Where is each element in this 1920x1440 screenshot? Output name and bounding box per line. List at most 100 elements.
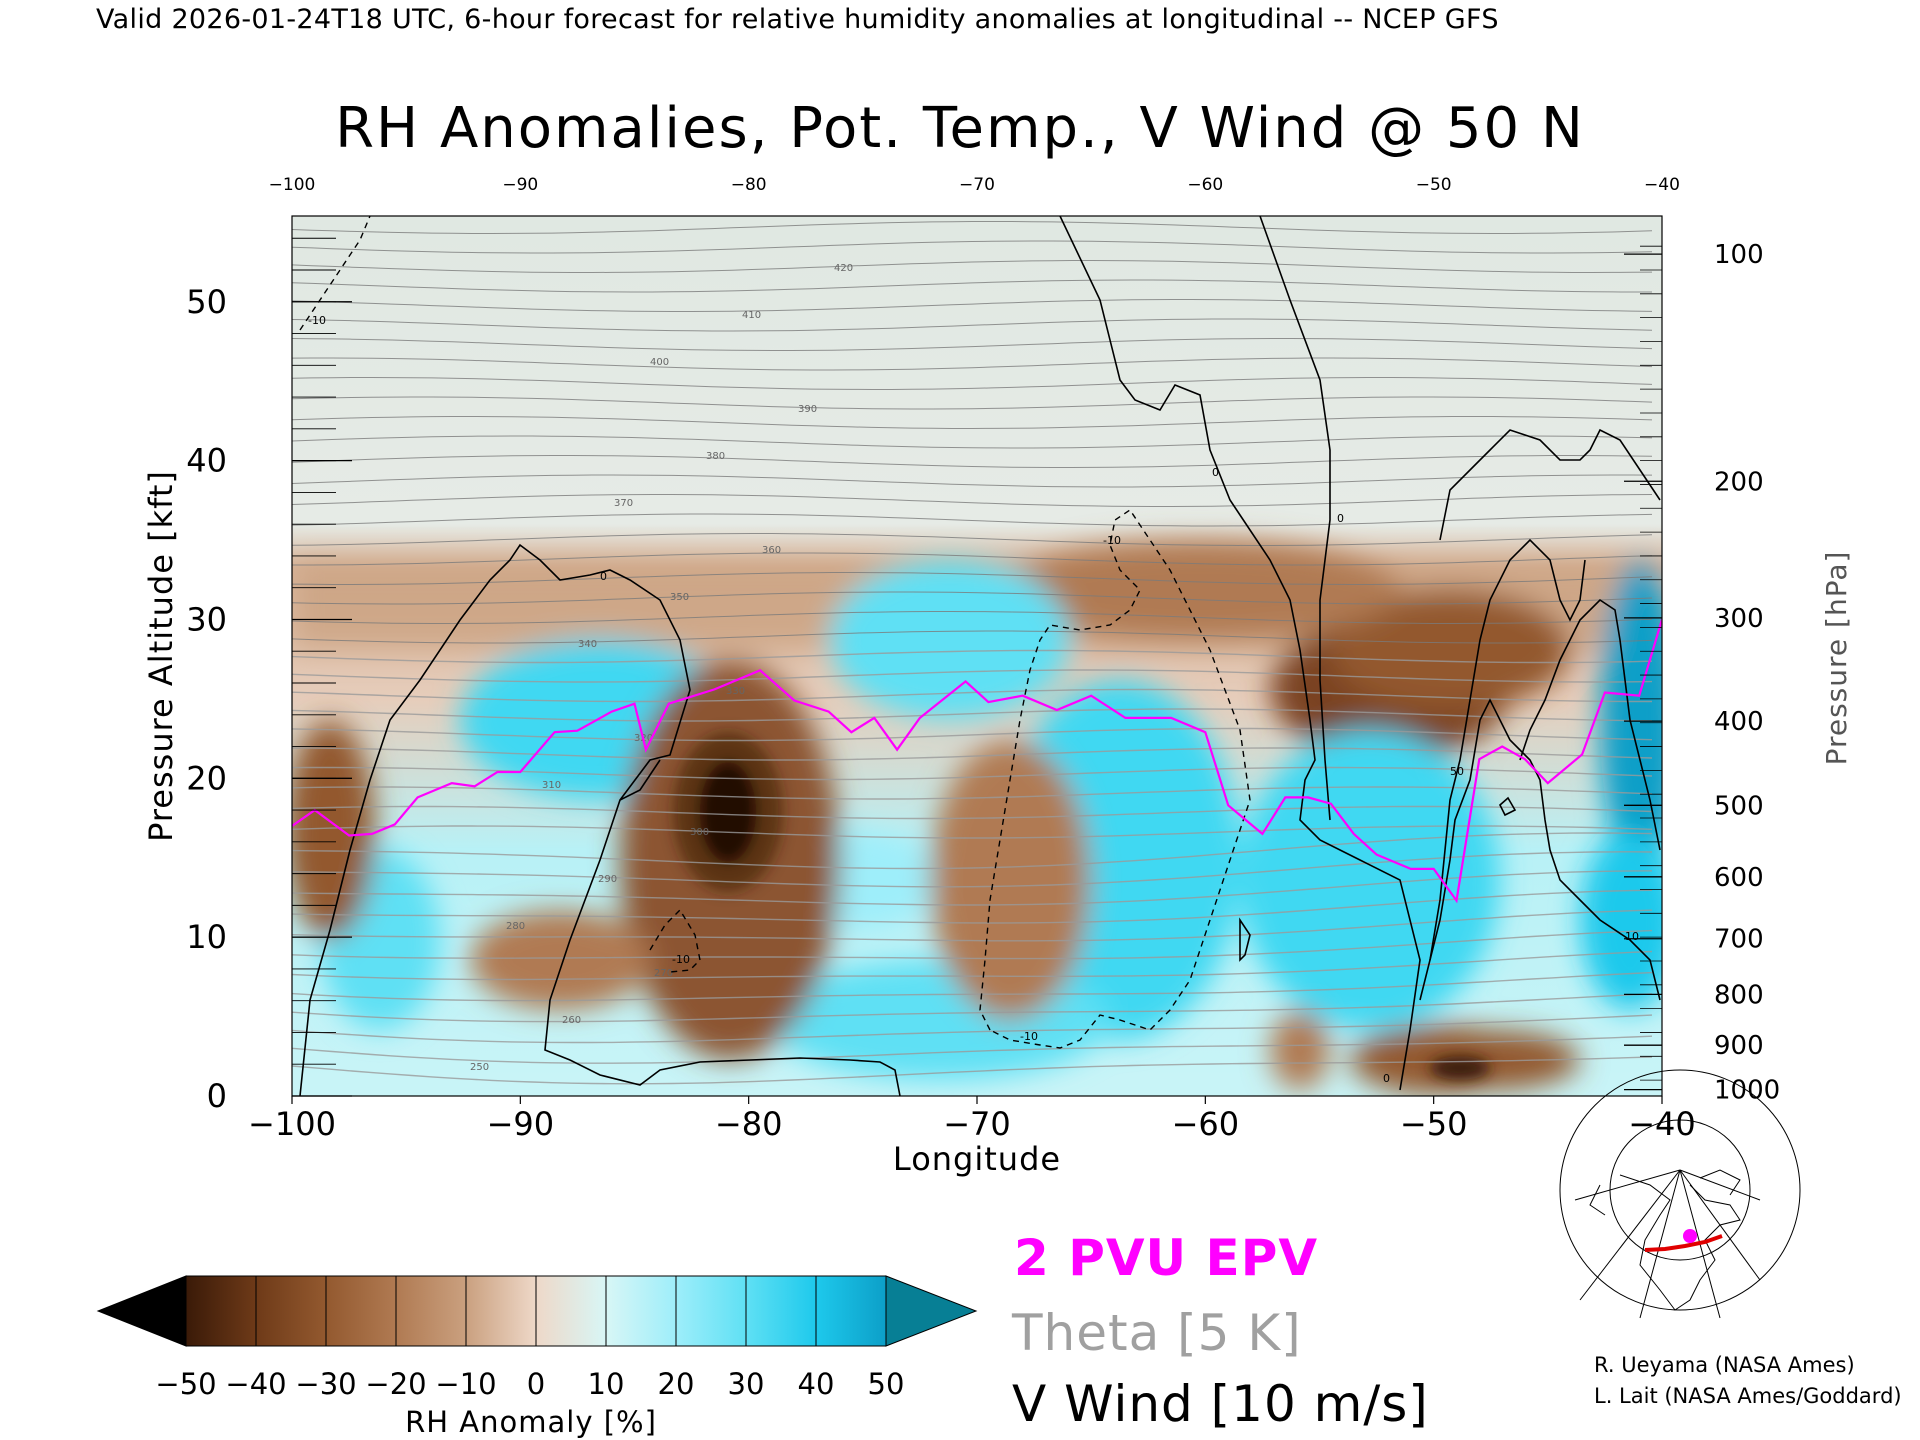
y-tick-label: 0	[207, 1077, 227, 1115]
top-tick-label: −70	[959, 175, 995, 195]
pressure-tick-label: 800	[1714, 980, 1764, 1010]
legend-theta: Theta [5 K]	[1011, 1304, 1302, 1362]
colorbar-min-arrow	[96, 1275, 187, 1347]
theta-contour-label: 270	[654, 968, 673, 979]
theta-contour-label: 300	[690, 827, 709, 838]
theta-line	[292, 260, 1653, 273]
colorbar-segment	[605, 1275, 677, 1347]
theta-line	[292, 1014, 1653, 1044]
theta-line	[292, 786, 1653, 800]
top-tick-label: −40	[1644, 175, 1680, 195]
theta-contour-label: 390	[798, 404, 817, 415]
colorbar-segment	[185, 1275, 257, 1347]
colorbar-segment	[535, 1275, 607, 1347]
colorbar-segment	[675, 1275, 747, 1347]
v-wind-contour-label: -10	[308, 314, 326, 327]
colorbar-tick-label: 10	[588, 1367, 625, 1401]
colorbar-segment	[255, 1275, 327, 1347]
theta-line	[292, 1035, 1653, 1064]
v-wind-contour-label: 0	[1383, 1072, 1390, 1085]
v-wind-contour-label: 0	[600, 570, 607, 583]
theta-line	[292, 202, 1652, 214]
theta-line	[292, 572, 1653, 585]
theta-line	[292, 221, 1653, 234]
v-wind-negative-contours	[299, 216, 1251, 1049]
theta-contour-label: 340	[578, 639, 597, 650]
theta-line	[292, 805, 1653, 820]
theta-line	[292, 474, 1653, 488]
v-wind-contour-label: -10	[1103, 534, 1121, 547]
theta-line	[292, 688, 1652, 703]
y-tick-label: 40	[186, 442, 227, 480]
theta-line	[292, 971, 1653, 1002]
theta-line	[292, 649, 1653, 664]
colorbar-tick-label: 40	[798, 1367, 835, 1401]
x-axis-label: Longitude	[893, 1140, 1061, 1178]
colorbar-tick-label: 50	[868, 1367, 905, 1401]
y-tick-label: 10	[186, 918, 227, 956]
theta-line	[292, 416, 1653, 429]
v-wind-contours	[299, 216, 1661, 1096]
v-wind-contour-label: 10	[1625, 930, 1639, 943]
axes: −100 −100 −90 −90 −80 −80 −70 −70 −60 −60 −50 −50 −4…	[186, 175, 1780, 1143]
theta-line	[292, 591, 1653, 605]
colorbar-segment	[395, 1275, 467, 1347]
y-axis-label-left: Pressure Altitude [kft]	[142, 470, 180, 842]
colorbar-tick-label: 0	[527, 1367, 545, 1401]
pressure-tick-label: 200	[1714, 467, 1764, 497]
colorbar-label: RH Anomaly [%]	[405, 1405, 657, 1439]
theta-line	[292, 993, 1653, 1023]
legend-epv: 2 PVU EPV	[1014, 1229, 1318, 1287]
theta-line	[292, 240, 1653, 254]
theta-line	[292, 552, 1653, 566]
v-wind-contour-label: -10	[1020, 1030, 1038, 1043]
colorbar-max-arrow	[885, 1275, 978, 1347]
colorbar-tick-label: −40	[225, 1367, 286, 1401]
colorbar-segment	[465, 1275, 537, 1347]
theta-line	[292, 669, 1653, 683]
theta-line	[292, 357, 1653, 371]
pressure-tick-label: 900	[1714, 1031, 1764, 1061]
theta-contour-label: 290	[598, 874, 617, 885]
top-tick-label: −100	[269, 175, 316, 195]
theta-line	[292, 455, 1653, 468]
x-tick-label: −60	[1172, 1105, 1240, 1143]
x-tick-label: −80	[715, 1105, 783, 1143]
credit-line-1: R. Ueyama (NASA Ames)	[1594, 1353, 1855, 1377]
pressure-tick-label: 400	[1714, 707, 1764, 737]
theta-line	[292, 279, 1652, 293]
theta-line	[292, 630, 1653, 644]
theta-contour-label: 330	[726, 686, 745, 697]
y-tick-label: 20	[186, 759, 227, 797]
chart-title: RH Anomalies, Pot. Temp., V Wind @ 50 N	[335, 96, 1585, 161]
theta-line	[292, 494, 1653, 507]
theta-line	[292, 318, 1653, 332]
colorbar-tick-label: 30	[728, 1367, 765, 1401]
v-wind-contour-label: 0	[1337, 512, 1344, 525]
y-tick-label: 30	[186, 600, 227, 638]
pressure-tick-label: 600	[1714, 863, 1764, 893]
colorbar-segment	[745, 1275, 817, 1347]
credits: R. Ueyama (NASA Ames) L. Lait (NASA Ames…	[1594, 1350, 1902, 1412]
top-tick-label: −50	[1416, 175, 1452, 195]
theta-line	[292, 533, 1653, 546]
y-tick-label: 50	[186, 283, 227, 321]
theta-contour-label: 350	[670, 592, 689, 603]
theta-contour-label: 280	[506, 921, 525, 932]
v-wind-contour-label: -10	[672, 953, 690, 966]
locator-map	[1559, 1069, 1801, 1319]
colorbar-tick-label: −30	[295, 1367, 356, 1401]
theta-contour-label: 260	[562, 1015, 581, 1026]
colorbar-tick-label: 20	[658, 1367, 695, 1401]
y-axis-label-right: Pressure [hPa]	[1820, 551, 1853, 766]
colorbar-tick-label: −20	[365, 1367, 426, 1401]
top-tick-label: −60	[1187, 175, 1223, 195]
v-wind-contour-label: 50	[1450, 765, 1464, 778]
theta-line	[292, 299, 1653, 312]
rh-anomaly-field: 2502602702802903003103203303403503603703…	[292, 202, 1662, 1096]
pressure-tick-label: 300	[1714, 604, 1764, 634]
x-tick-label: −100	[248, 1105, 336, 1143]
colorbar-tick-label: −10	[435, 1367, 496, 1401]
theta-line	[292, 1056, 1653, 1085]
credit-line-2: L. Lait (NASA Ames/Goddard)	[1594, 1384, 1902, 1408]
